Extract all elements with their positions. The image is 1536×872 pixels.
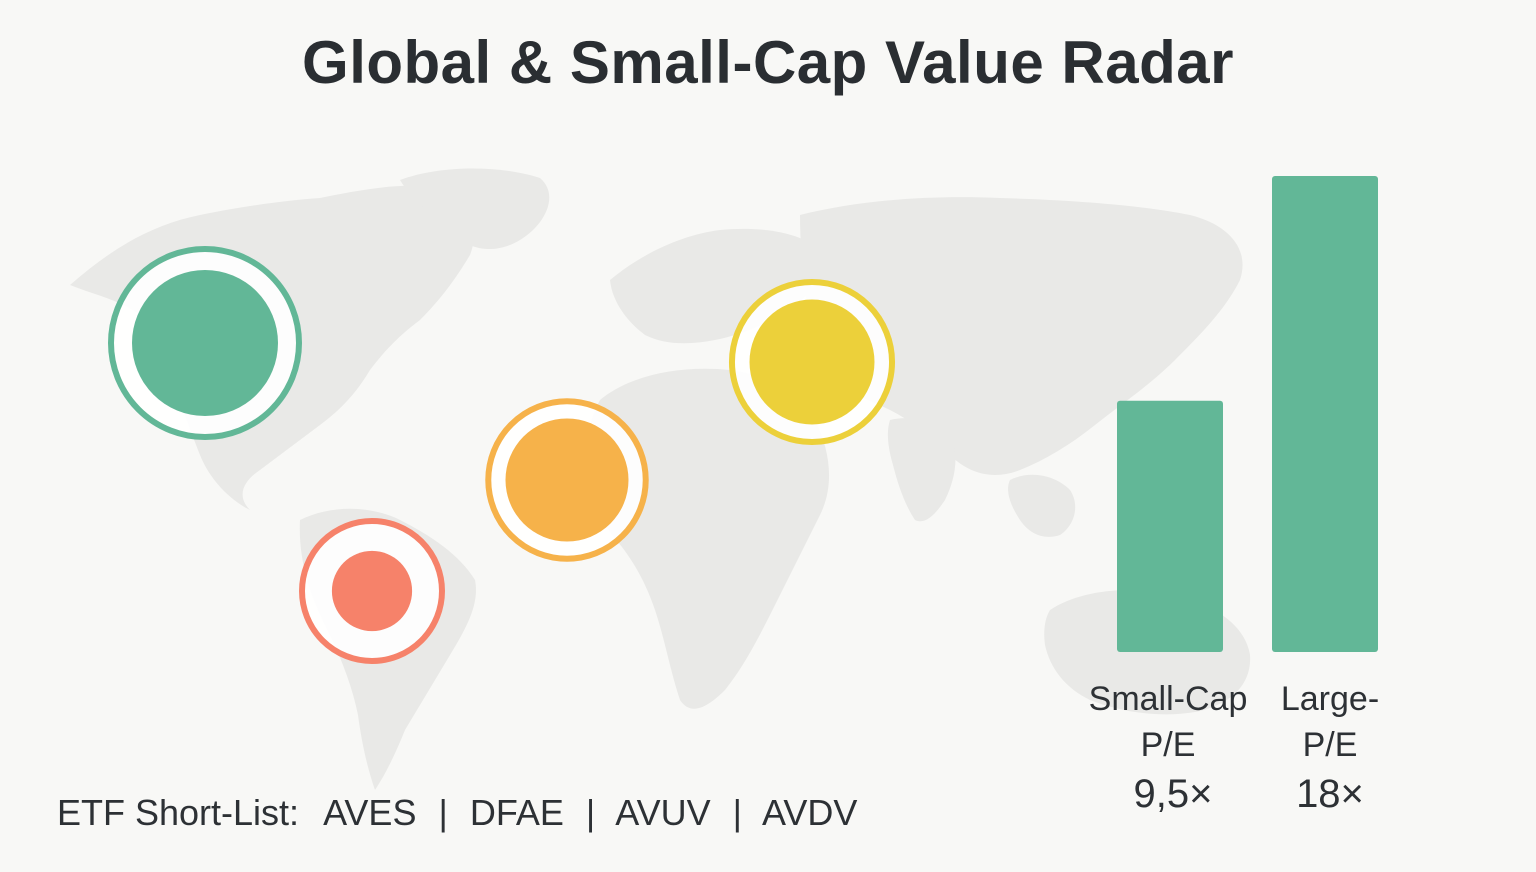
marker-dot-green xyxy=(132,270,278,416)
bar-label-small-cap-line2: P/E xyxy=(1140,726,1196,764)
etf-label: ETF Short-List: xyxy=(57,792,300,833)
bar-value-small-cap: 9,5× xyxy=(1133,772,1213,816)
continent-africa xyxy=(584,368,830,709)
etf-ticker-dfae: DFAE xyxy=(469,792,564,833)
etf-ticker-aves: AVES xyxy=(323,792,417,833)
marker-dot-orange xyxy=(505,418,629,542)
continent-greenland xyxy=(400,168,550,250)
bar-large xyxy=(1272,176,1378,652)
marker-green xyxy=(108,246,302,440)
etf-ticker-avuv: AVUV xyxy=(615,792,711,833)
etf-separator: | xyxy=(438,792,448,833)
marker-dot-yellow xyxy=(749,299,875,425)
marker-coral xyxy=(299,518,445,664)
marker-orange xyxy=(485,398,649,562)
bar-small-cap xyxy=(1117,400,1223,652)
continent-southeast-asia xyxy=(1008,474,1076,537)
bar-label-small-cap-line1: Small-Cap xyxy=(1088,680,1248,718)
bar-label-large: Large- P/E xyxy=(1262,676,1398,768)
bar-label-small-cap: Small-Cap P/E xyxy=(1080,676,1256,768)
etf-short-list: ETF Short-List: AVES | DFAE | AVUV | AVD… xyxy=(57,792,857,834)
bar-value-large: 18× xyxy=(1296,772,1364,816)
bar-label-large-line1: Large- xyxy=(1280,680,1380,718)
bar-label-large-line2: P/E xyxy=(1302,726,1358,764)
chart-title: Global & Small-Cap Value Radar xyxy=(302,29,1234,96)
etf-ticker-avdv: AVDV xyxy=(762,792,858,833)
marker-dot-coral xyxy=(331,550,413,632)
continent-asia xyxy=(800,197,1243,475)
pe-bars xyxy=(1117,176,1378,652)
etf-separator: | xyxy=(732,792,743,833)
map-markers xyxy=(108,246,896,664)
continent-india xyxy=(887,418,956,522)
marker-yellow xyxy=(728,278,896,446)
etf-separator: | xyxy=(585,792,596,833)
